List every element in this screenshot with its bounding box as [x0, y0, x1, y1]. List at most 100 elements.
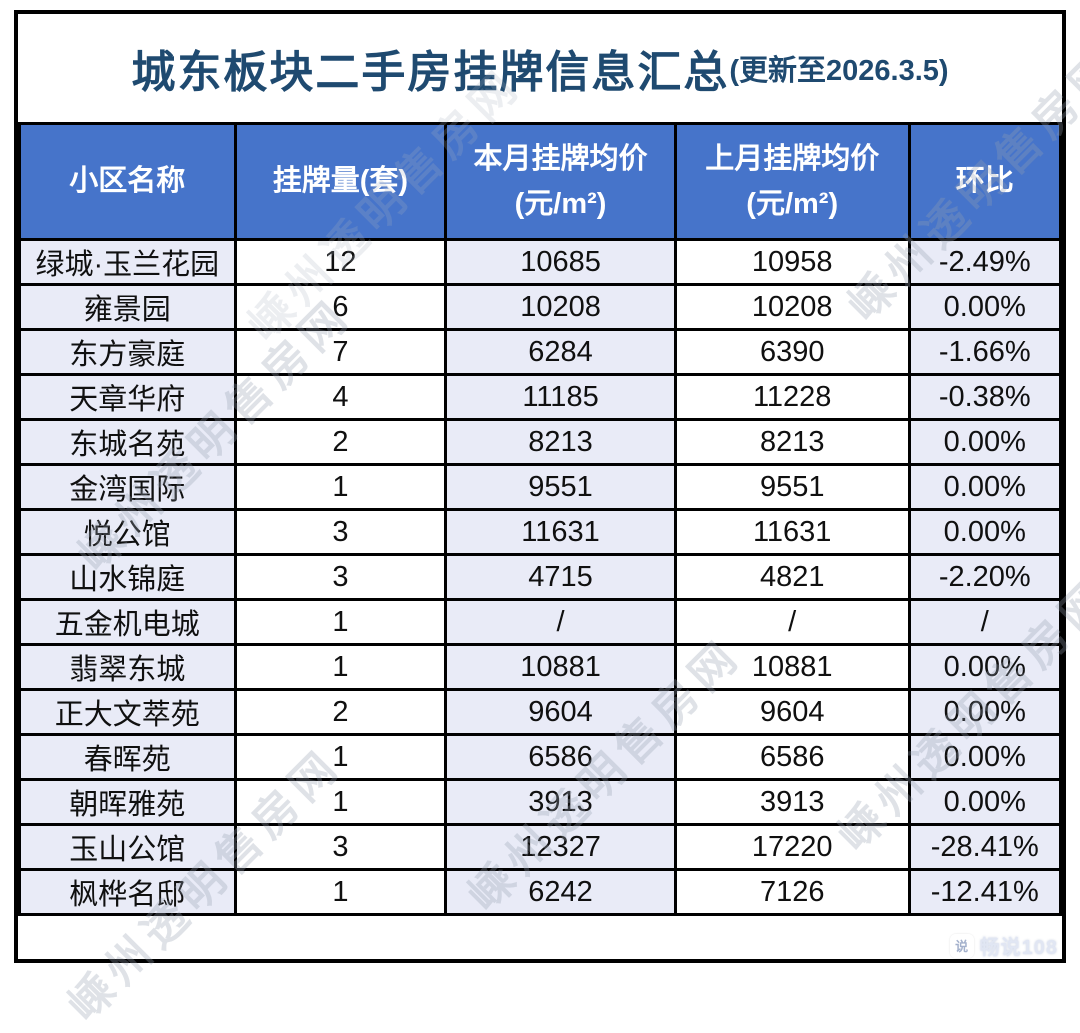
community-name-cell: 悦公馆: [18, 508, 237, 556]
listing-count-cell: 6: [233, 283, 448, 331]
mom-change-cell: -2.49%: [907, 238, 1063, 286]
current-month-price-cell: /: [444, 598, 677, 646]
mom-change-cell: -2.20%: [907, 553, 1063, 601]
previous-month-price-cell: 11631: [673, 508, 911, 556]
mom-change-cell: 0.00%: [907, 463, 1063, 511]
page-title: 城东板块二手房挂牌信息汇总 (更新至2026.3.5): [18, 14, 1062, 122]
current-month-price-cell: 9604: [444, 688, 677, 736]
listing-count-cell: 2: [233, 688, 448, 736]
mom-change-cell: -1.66%: [907, 328, 1063, 376]
table-row: 枫桦名邸 1 6242 7126 -12.41%: [18, 868, 1063, 916]
header-label: 小区名称: [69, 165, 186, 198]
previous-month-price-cell: 3913: [673, 778, 911, 826]
header-label: 挂牌量(套): [272, 165, 409, 198]
listing-count-cell: 3: [233, 553, 448, 601]
header-unit-label: (元/m²): [746, 187, 839, 220]
listing-count-cell: 3: [233, 508, 448, 556]
previous-month-price-cell: 10958: [673, 238, 911, 286]
listing-count-cell: 1: [233, 868, 448, 916]
current-month-price-cell: 10208: [444, 283, 677, 331]
mom-change-cell: 0.00%: [907, 418, 1063, 466]
current-month-price-cell: 6242: [444, 868, 677, 916]
table-row: 正大文萃苑 2 9604 9604 0.00%: [18, 688, 1063, 736]
community-name-cell: 雍景园: [18, 283, 237, 331]
table-row: 山水锦庭 3 4715 4821 -2.20%: [18, 553, 1063, 601]
previous-month-price-cell: 8213: [673, 418, 911, 466]
table-body: 绿城·玉兰花园 12 10685 10958 -2.49% 雍景园 6 10208 10208 0…: [18, 238, 1063, 916]
community-name-cell: 枫桦名邸: [18, 868, 237, 916]
listing-count-cell: 4: [233, 373, 448, 421]
header-mom-change: 环比: [907, 122, 1063, 241]
previous-month-price-cell: 10881: [673, 643, 911, 691]
community-name-cell: 东城名苑: [18, 418, 237, 466]
header-label: 环比: [955, 165, 1014, 198]
current-month-price-cell: 3913: [444, 778, 677, 826]
community-name-cell: 绿城·玉兰花园: [18, 238, 237, 286]
community-name-cell: 春晖苑: [18, 733, 237, 781]
community-name-cell: 天章华府: [18, 373, 237, 421]
previous-month-price-cell: 10208: [673, 283, 911, 331]
table-row: 翡翠东城 1 10881 10881 0.00%: [18, 643, 1063, 691]
table-row: 绿城·玉兰花园 12 10685 10958 -2.49%: [18, 238, 1063, 286]
header-previous-month-price: 上月挂牌均价 (元/m²): [673, 122, 911, 241]
table-row: 天章华府 4 11185 11228 -0.38%: [18, 373, 1063, 421]
current-month-price-cell: 11185: [444, 373, 677, 421]
listing-count-cell: 1: [233, 643, 448, 691]
title-update-date: (更新至2026.3.5): [729, 55, 949, 87]
table-row: 春晖苑 1 6586 6586 0.00%: [18, 733, 1063, 781]
current-month-price-cell: 8213: [444, 418, 677, 466]
community-name-cell: 东方豪庭: [18, 328, 237, 376]
mom-change-cell: /: [907, 598, 1063, 646]
listing-count-cell: 12: [233, 238, 448, 286]
current-month-price-cell: 10881: [444, 643, 677, 691]
community-name-cell: 山水锦庭: [18, 553, 237, 601]
community-name-cell: 正大文萃苑: [18, 688, 237, 736]
community-name-cell: 玉山公馆: [18, 823, 237, 871]
mom-change-cell: 0.00%: [907, 778, 1063, 826]
listing-count-cell: 1: [233, 463, 448, 511]
listing-count-cell: 7: [233, 328, 448, 376]
mom-change-cell: -0.38%: [907, 373, 1063, 421]
community-name-cell: 翡翠东城: [18, 643, 237, 691]
current-month-price-cell: 4715: [444, 553, 677, 601]
current-month-price-cell: 6586: [444, 733, 677, 781]
header-label: 本月挂牌均价: [473, 142, 648, 175]
mom-change-cell: -28.41%: [907, 823, 1063, 871]
table-row: 金湾国际 1 9551 9551 0.00%: [18, 463, 1063, 511]
current-month-price-cell: 9551: [444, 463, 677, 511]
previous-month-price-cell: 6586: [673, 733, 911, 781]
community-name-cell: 朝晖雅苑: [18, 778, 237, 826]
community-name-cell: 五金机电城: [18, 598, 237, 646]
listings-table-frame: 城东板块二手房挂牌信息汇总 (更新至2026.3.5) 小区名称 挂牌量(套) 本…: [14, 10, 1066, 963]
community-name-cell: 金湾国际: [18, 463, 237, 511]
mom-change-cell: 0.00%: [907, 283, 1063, 331]
previous-month-price-cell: 9604: [673, 688, 911, 736]
previous-month-price-cell: 4821: [673, 553, 911, 601]
table-row: 东方豪庭 7 6284 6390 -1.66%: [18, 328, 1063, 376]
header-label: 上月挂牌均价: [705, 142, 880, 175]
current-month-price-cell: 12327: [444, 823, 677, 871]
header-listing-count: 挂牌量(套): [233, 122, 448, 241]
header-current-month-price: 本月挂牌均价 (元/m²): [444, 122, 677, 241]
mom-change-cell: 0.00%: [907, 733, 1063, 781]
table-row: 朝晖雅苑 1 3913 3913 0.00%: [18, 778, 1063, 826]
table-row: 悦公馆 3 11631 11631 0.00%: [18, 508, 1063, 556]
mom-change-cell: 0.00%: [907, 688, 1063, 736]
title-main-text: 城东板块二手房挂牌信息汇总: [131, 48, 730, 97]
table-row: 雍景园 6 10208 10208 0.00%: [18, 283, 1063, 331]
header-row: 小区名称 挂牌量(套) 本月挂牌均价 (元/m²) 上月挂牌均价 (元/m²) …: [18, 122, 1063, 241]
table-row: 玉山公馆 3 12327 17220 -28.41%: [18, 823, 1063, 871]
previous-month-price-cell: 11228: [673, 373, 911, 421]
mom-change-cell: -12.41%: [907, 868, 1063, 916]
previous-month-price-cell: /: [673, 598, 911, 646]
listing-count-cell: 2: [233, 418, 448, 466]
previous-month-price-cell: 7126: [673, 868, 911, 916]
previous-month-price-cell: 17220: [673, 823, 911, 871]
previous-month-price-cell: 9551: [673, 463, 911, 511]
listing-count-cell: 1: [233, 598, 448, 646]
listings-table: 小区名称 挂牌量(套) 本月挂牌均价 (元/m²) 上月挂牌均价 (元/m²) …: [18, 122, 1063, 916]
header-community-name: 小区名称: [18, 122, 237, 241]
header-unit-label: (元/m²): [514, 187, 607, 220]
current-month-price-cell: 11631: [444, 508, 677, 556]
listing-count-cell: 3: [233, 823, 448, 871]
